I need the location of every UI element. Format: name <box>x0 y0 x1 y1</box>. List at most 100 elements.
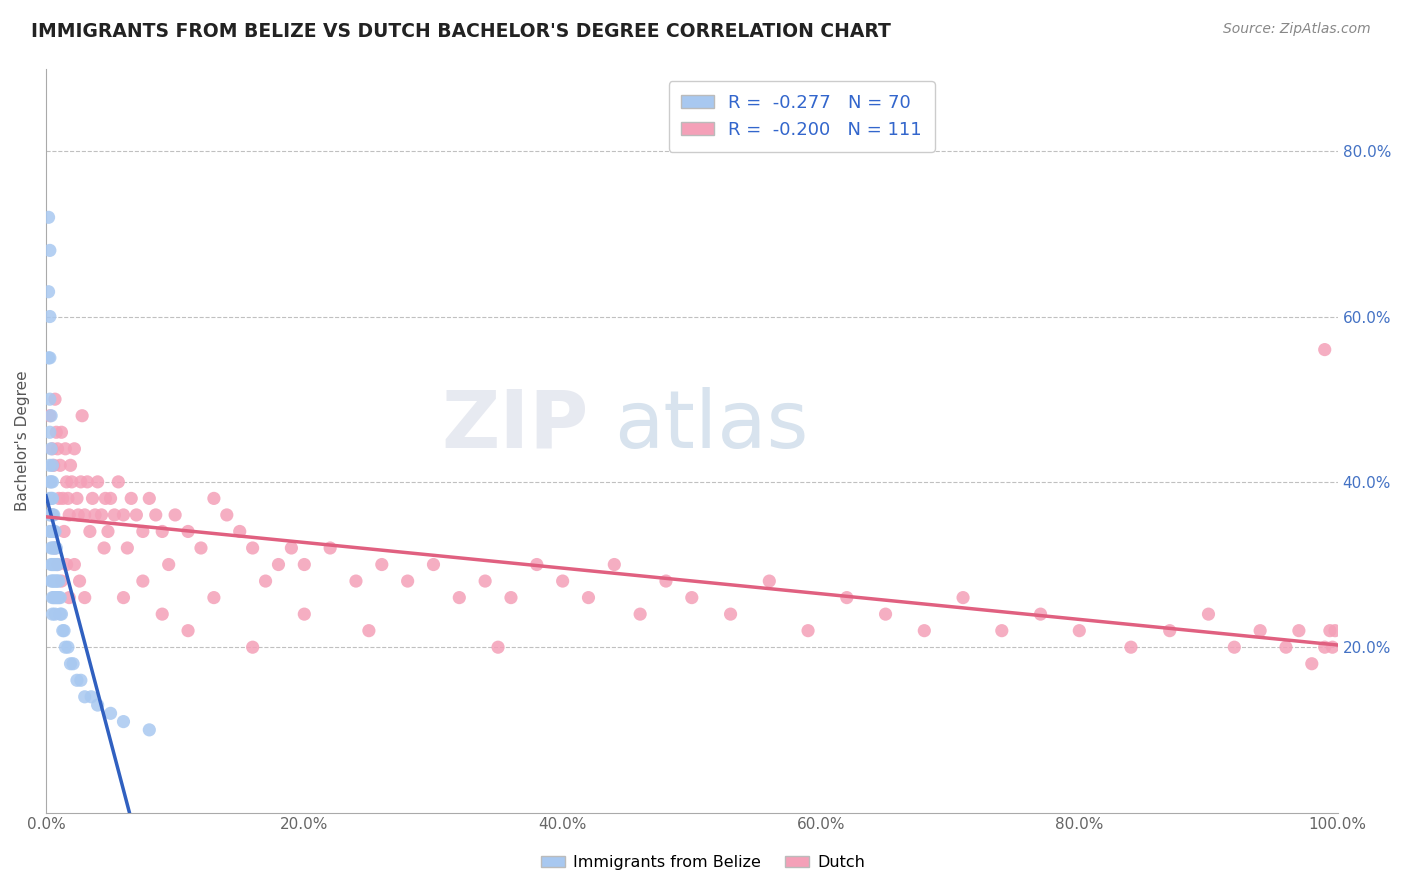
Point <box>76 475 98 489</box>
Point <box>758 574 780 588</box>
Point <box>449 591 471 605</box>
Point <box>1324 624 1347 638</box>
Point <box>39 442 62 456</box>
Point <box>86 698 108 712</box>
Point <box>59 657 82 671</box>
Point <box>73 508 96 522</box>
Point <box>242 541 264 555</box>
Point <box>38 310 60 324</box>
Point <box>45 591 67 605</box>
Point <box>46 558 69 572</box>
Point <box>38 491 60 506</box>
Text: IMMIGRANTS FROM BELIZE VS DUTCH BACHELOR'S DEGREE CORRELATION CHART: IMMIGRANTS FROM BELIZE VS DUTCH BACHELOR… <box>31 22 891 41</box>
Point <box>202 591 225 605</box>
Point <box>44 541 66 555</box>
Point <box>177 624 200 638</box>
Point <box>1119 640 1142 655</box>
Point <box>797 624 820 638</box>
Point <box>90 508 112 522</box>
Point <box>45 541 67 555</box>
Point <box>681 591 703 605</box>
Point <box>38 475 60 489</box>
Point <box>39 574 62 588</box>
Point <box>49 591 72 605</box>
Point <box>56 640 79 655</box>
Point <box>69 574 91 588</box>
Point <box>38 425 60 440</box>
Point <box>67 508 90 522</box>
Point <box>132 574 155 588</box>
Point <box>120 491 142 506</box>
Point <box>55 475 77 489</box>
Point <box>41 458 63 473</box>
Point <box>112 591 135 605</box>
Point <box>44 558 66 572</box>
Point <box>49 458 72 473</box>
Point <box>39 558 62 572</box>
Point <box>41 558 63 572</box>
Point <box>125 508 148 522</box>
Point <box>165 508 187 522</box>
Point <box>80 690 103 704</box>
Point <box>41 442 63 456</box>
Point <box>38 458 60 473</box>
Point <box>526 558 548 572</box>
Point <box>292 607 315 621</box>
Point <box>1069 624 1091 638</box>
Point <box>48 591 70 605</box>
Point <box>41 491 63 506</box>
Point <box>177 524 200 539</box>
Point <box>38 351 60 365</box>
Point <box>58 508 80 522</box>
Point <box>117 541 139 555</box>
Point <box>94 491 117 506</box>
Point <box>628 607 651 621</box>
Point <box>41 524 63 539</box>
Point <box>38 285 60 299</box>
Point <box>1029 607 1052 621</box>
Point <box>39 409 62 423</box>
Point <box>53 640 76 655</box>
Point <box>38 351 60 365</box>
Point <box>112 508 135 522</box>
Point <box>100 706 122 721</box>
Point <box>79 524 101 539</box>
Point <box>41 508 63 522</box>
Point <box>93 541 115 555</box>
Point <box>59 458 82 473</box>
Point <box>292 558 315 572</box>
Point <box>138 491 160 506</box>
Point <box>70 475 93 489</box>
Point <box>39 508 62 522</box>
Point <box>51 574 73 588</box>
Point <box>138 723 160 737</box>
Point <box>1322 640 1344 655</box>
Point <box>150 607 173 621</box>
Point <box>190 541 212 555</box>
Point <box>1313 640 1336 655</box>
Point <box>112 714 135 729</box>
Point <box>100 491 122 506</box>
Point <box>52 624 75 638</box>
Point <box>1275 640 1298 655</box>
Point <box>70 673 93 688</box>
Point <box>1288 624 1310 638</box>
Point <box>44 392 66 407</box>
Point <box>42 558 65 572</box>
Point <box>603 558 626 572</box>
Point <box>1313 343 1336 357</box>
Point <box>53 624 76 638</box>
Point <box>60 475 83 489</box>
Point <box>150 524 173 539</box>
Point <box>56 491 79 506</box>
Point <box>45 425 67 440</box>
Point <box>202 491 225 506</box>
Point <box>82 491 104 506</box>
Point <box>655 574 678 588</box>
Point <box>73 591 96 605</box>
Point <box>38 524 60 539</box>
Point <box>991 624 1014 638</box>
Point <box>254 574 277 588</box>
Legend: R =  -0.277   N = 70, R =  -0.200   N = 111: R = -0.277 N = 70, R = -0.200 N = 111 <box>669 81 935 152</box>
Point <box>422 558 444 572</box>
